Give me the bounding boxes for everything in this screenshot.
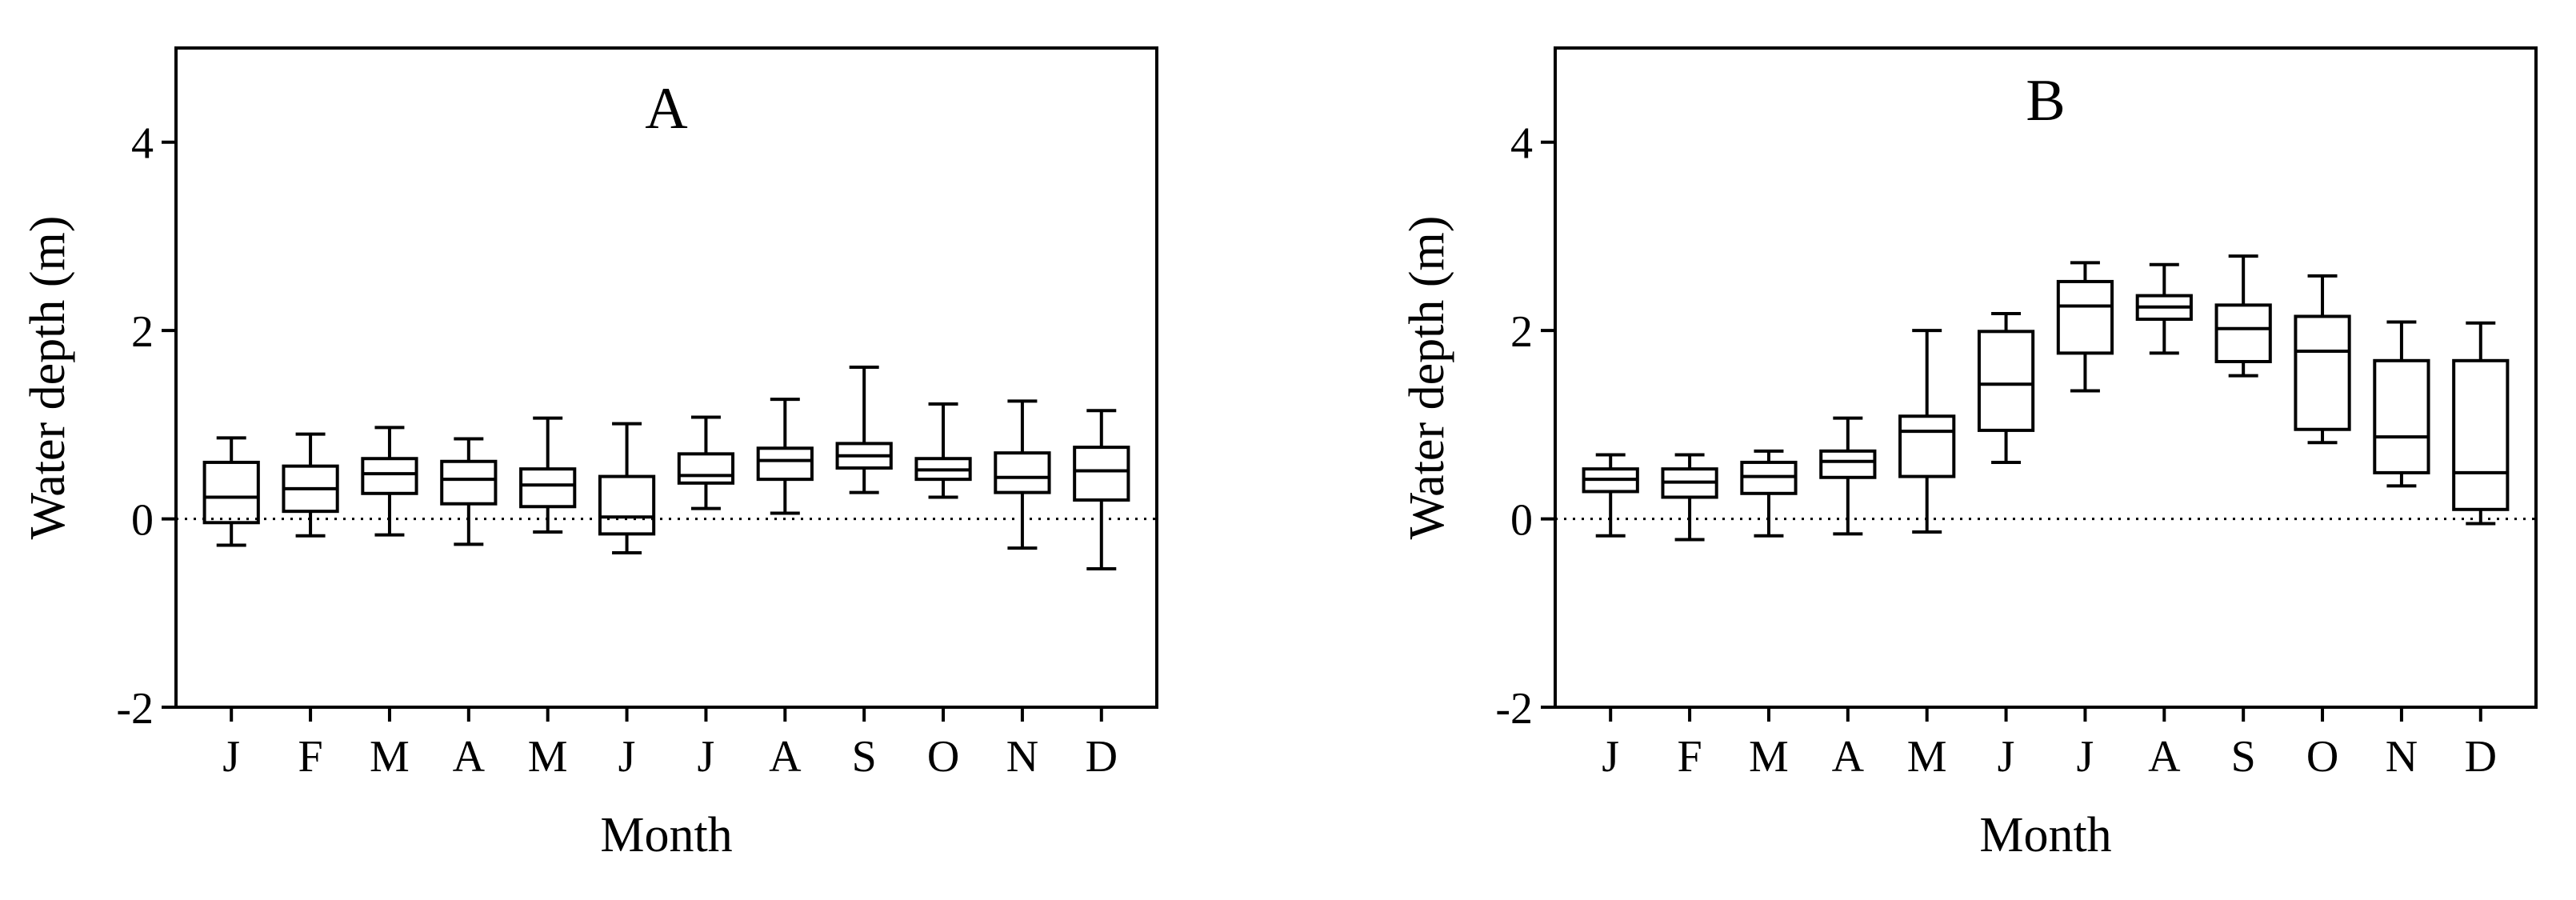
box-plot-10 [2294, 274, 2351, 445]
interquartile-box [994, 451, 1051, 494]
box-plot-1 [202, 436, 260, 547]
x-tick-label: J [222, 732, 240, 782]
x-tick-label: J [1602, 732, 1619, 782]
box-plot-2 [1661, 453, 1718, 542]
box-plot-2 [282, 432, 339, 538]
interquartile-box [2452, 358, 2510, 511]
box-plot-3 [361, 426, 418, 537]
y-tick-label: -2 [116, 684, 154, 734]
box-plot-7 [677, 415, 735, 510]
y-tick-label: 2 [1510, 307, 1533, 357]
box-plot-4 [1819, 416, 1877, 536]
interquartile-box [1073, 446, 1130, 502]
interquartile-box [2056, 279, 2114, 355]
y-tick-label: 0 [1510, 496, 1533, 546]
x-tick-label: A [453, 732, 486, 782]
x-axis-title: Month [600, 808, 732, 862]
box-plot-11 [2373, 320, 2430, 488]
x-tick-label: J [618, 732, 636, 782]
x-tick-label: A [769, 732, 802, 782]
plot-frame [1554, 46, 2538, 709]
interquartile-box [202, 460, 260, 525]
box-plot-9 [2214, 254, 2272, 378]
box-plot-8 [2135, 262, 2193, 355]
x-tick-label: M [370, 732, 410, 782]
x-tick-label: M [1907, 732, 1947, 782]
box-plot-5 [519, 416, 577, 534]
panel-title: B [2026, 68, 2065, 134]
interquartile-box [756, 446, 814, 482]
x-tick-label: M [528, 732, 568, 782]
x-axis-title: Month [1979, 808, 2111, 862]
box-plot-3 [1740, 449, 1798, 538]
box-plot-11 [994, 399, 1051, 550]
y-tick-label: 4 [1510, 119, 1533, 169]
x-tick-label: D [1086, 732, 1118, 782]
y-tick-label: 2 [131, 307, 154, 357]
interquartile-box [1977, 330, 2035, 432]
x-tick-label: J [1998, 732, 2015, 782]
interquartile-box [598, 474, 656, 536]
x-tick-label: M [1749, 732, 1789, 782]
interquartile-box [1819, 449, 1877, 479]
x-tick-label: A [2148, 732, 2181, 782]
y-axis-title: Water depth (m) [21, 216, 75, 540]
panel-title: A [645, 76, 687, 142]
x-tick-label: F [1678, 732, 1702, 782]
y-tick-label: 4 [131, 119, 154, 169]
y-axis-title: Water depth (m) [1400, 216, 1454, 540]
x-tick-label: N [2386, 732, 2418, 782]
y-tick-label: -2 [1495, 684, 1533, 734]
box-plot-5 [1898, 329, 1956, 534]
x-tick-label: S [2231, 732, 2256, 782]
x-tick-label: O [2306, 732, 2338, 782]
plot-frame [174, 46, 1158, 709]
interquartile-box [677, 452, 735, 485]
interquartile-box [1898, 414, 1956, 478]
interquartile-box [519, 467, 577, 509]
box-plot-7 [2056, 261, 2114, 393]
box-plot-8 [756, 398, 814, 515]
interquartile-box [361, 457, 418, 495]
x-tick-label: F [298, 732, 323, 782]
x-tick-label: S [852, 732, 877, 782]
x-tick-label: A [1832, 732, 1865, 782]
y-tick-label: 0 [131, 496, 154, 546]
box-plot-12 [2452, 321, 2510, 526]
x-tick-label: N [1006, 732, 1038, 782]
x-tick-label: J [698, 732, 715, 782]
interquartile-box [2214, 303, 2272, 363]
interquartile-box [2373, 358, 2430, 474]
box-plot-4 [440, 437, 498, 546]
interquartile-box [440, 459, 498, 506]
interquartile-box [2294, 314, 2351, 431]
box-plot-10 [914, 402, 972, 499]
box-plot-12 [1073, 409, 1130, 570]
box-plot-1 [1582, 453, 1639, 538]
x-tick-label: D [2465, 732, 2497, 782]
box-plot-6 [598, 422, 656, 554]
x-tick-label: J [2077, 732, 2094, 782]
box-plot-9 [835, 366, 893, 494]
x-tick-label: O [927, 732, 959, 782]
box-plot-6 [1977, 311, 2035, 464]
